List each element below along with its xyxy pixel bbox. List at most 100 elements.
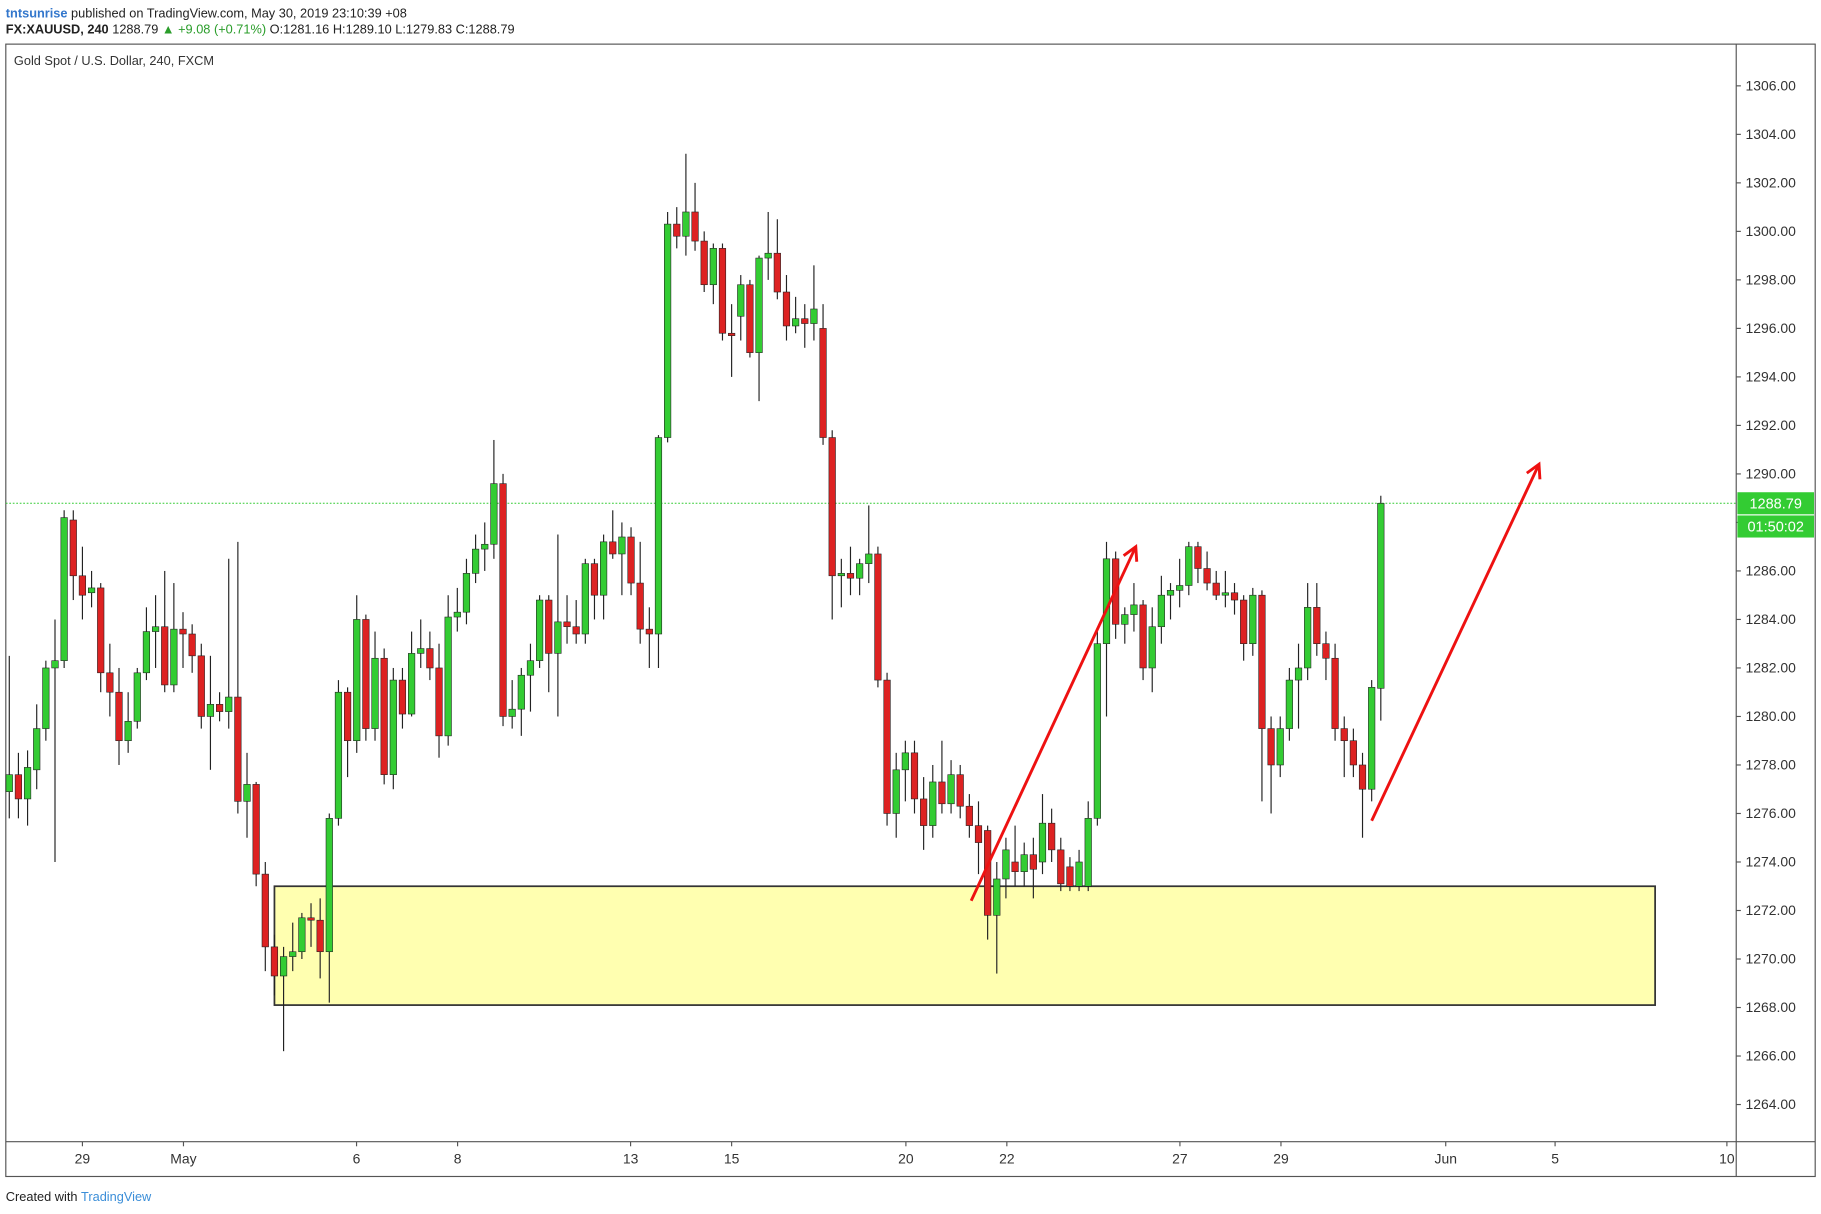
candle-body (69, 519, 77, 577)
candle-body (636, 582, 644, 630)
candle-body (261, 873, 269, 948)
y-tick-label: 1302.00 (1746, 175, 1797, 191)
candle-body (33, 728, 41, 771)
candle-body (1020, 854, 1028, 872)
x-tick-label: 27 (1172, 1151, 1188, 1167)
candle-body (216, 704, 224, 712)
candle-body (151, 626, 160, 632)
candle-body (499, 483, 507, 717)
candle-body (728, 332, 736, 336)
candle-body (1313, 607, 1321, 644)
candle-body (398, 679, 407, 715)
candle-body (956, 774, 964, 807)
candle-body (206, 704, 215, 717)
candle-body (1139, 604, 1147, 669)
ohlc-open: O:1281.16 (270, 22, 330, 37)
candle-body (846, 573, 855, 579)
header-line-2: FX:XAUUSD, 240 1288.79 ▲ +9.08 (+0.71%) … (6, 22, 515, 37)
candle-body (298, 917, 306, 953)
candle-body (773, 252, 781, 293)
candle-body (654, 437, 663, 635)
arrow-head (1122, 543, 1139, 562)
candle-body (1203, 568, 1211, 584)
candle-body (408, 653, 416, 715)
candle-body (1093, 643, 1101, 819)
candle-body (97, 587, 105, 674)
support-zone (273, 885, 1656, 1006)
countdown-label: 01:50:02 (1747, 520, 1803, 536)
price: 1288.79 (112, 22, 158, 37)
ohlc-low: L:1279.83 (395, 22, 452, 37)
candle-body (517, 674, 525, 710)
publisher: tntsunrise (6, 5, 68, 20)
y-tick-label: 1292.00 (1746, 417, 1797, 433)
candle-body (1340, 728, 1348, 742)
candle-body (1212, 582, 1220, 596)
y-tick-label: 1264.00 (1746, 1096, 1797, 1112)
candle-body (1121, 614, 1129, 625)
candle-body (718, 248, 727, 334)
candle-body (920, 798, 928, 826)
candle-body (51, 660, 59, 669)
candle-body (124, 721, 132, 742)
candle-body (828, 437, 836, 577)
candle-body (1358, 764, 1367, 790)
price-label: 1288.79 (1749, 496, 1801, 512)
candle-body (1194, 546, 1202, 569)
candle-body (280, 956, 288, 977)
candle-body (801, 318, 809, 324)
candle-body (270, 946, 279, 977)
candle-body (526, 660, 535, 676)
y-tick-label: 1268.00 (1746, 999, 1797, 1015)
x-tick-label: 20 (898, 1151, 914, 1167)
published: published on TradingView.com, May 30, 20… (71, 5, 407, 20)
candle-body (453, 611, 461, 618)
candle-body (289, 951, 297, 957)
countdown-box (1737, 515, 1815, 538)
y-tick-label: 1304.00 (1746, 126, 1797, 142)
footer-brand: TradingView (81, 1189, 152, 1204)
candle-body (23, 767, 32, 800)
candle-body (764, 252, 772, 259)
y-tick-label: 1298.00 (1746, 272, 1797, 288)
x-tick-label: Jun (1435, 1151, 1457, 1167)
candle-body (490, 483, 498, 545)
candle-body (883, 679, 891, 814)
candle-body (389, 679, 397, 775)
candle-body (1276, 728, 1284, 766)
chart-title: Gold Spot / U.S. Dollar, 240, FXCM (14, 53, 214, 68)
candle-body (545, 599, 553, 654)
candle-body (307, 917, 315, 921)
x-tick-label: 29 (75, 1151, 91, 1167)
candle-body (1294, 667, 1303, 681)
candle-body (1157, 594, 1165, 628)
candle-body (910, 752, 919, 800)
x-tick-label: 29 (1273, 1151, 1289, 1167)
candle-body (252, 784, 260, 875)
candle-body (563, 621, 571, 628)
candle-body (1148, 626, 1156, 669)
candle-body (1331, 657, 1339, 729)
candle-body (1258, 594, 1266, 729)
candle-body (810, 308, 818, 324)
candle-body (188, 633, 196, 657)
y-tick-label: 1284.00 (1746, 611, 1797, 627)
candle-body (664, 223, 672, 438)
candle-body (929, 781, 937, 826)
candle-body (1038, 822, 1047, 863)
x-tick-label: 15 (724, 1151, 740, 1167)
candle-body (243, 784, 251, 802)
candle-body (115, 691, 123, 742)
candle-body (472, 548, 480, 574)
candle-body (78, 575, 87, 596)
candle-body (1166, 590, 1175, 596)
candle-body (1002, 849, 1010, 880)
candle-body (344, 691, 352, 742)
candle-body (947, 774, 955, 805)
candle-body (1066, 866, 1074, 887)
candle-body (417, 648, 425, 654)
candle-body (334, 691, 343, 819)
change: ▲ +9.08 (+0.71%) (162, 22, 266, 37)
candle-body (737, 284, 745, 317)
